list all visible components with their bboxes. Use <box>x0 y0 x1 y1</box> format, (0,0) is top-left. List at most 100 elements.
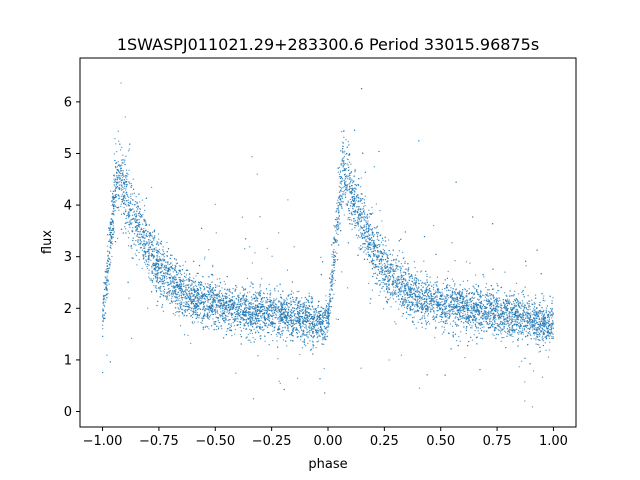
data-point <box>460 305 462 308</box>
data-point <box>118 184 120 186</box>
data-point <box>306 329 308 331</box>
data-point <box>276 335 278 337</box>
data-point <box>281 334 283 336</box>
data-point <box>136 264 138 266</box>
data-point <box>487 315 489 318</box>
data-point <box>378 251 380 253</box>
data-point <box>304 308 307 310</box>
data-point <box>215 307 217 309</box>
data-point <box>178 265 180 267</box>
data-point <box>523 307 525 310</box>
data-point <box>360 245 362 247</box>
data-point <box>134 253 136 255</box>
data-point <box>384 253 386 255</box>
data-point <box>163 291 166 293</box>
data-point <box>216 297 219 299</box>
data-point <box>364 232 367 234</box>
data-point <box>261 301 263 304</box>
data-point <box>347 200 349 202</box>
data-point <box>286 269 289 271</box>
data-point <box>146 265 148 268</box>
data-point <box>463 314 465 317</box>
data-point <box>127 245 130 247</box>
data-point <box>473 334 475 336</box>
data-point <box>140 227 143 229</box>
data-point <box>153 284 155 287</box>
data-point <box>333 249 335 251</box>
data-point <box>386 287 388 289</box>
data-point <box>331 269 333 271</box>
data-point <box>436 281 439 283</box>
data-point <box>197 272 199 275</box>
data-point <box>388 280 391 282</box>
data-point <box>301 335 303 337</box>
data-point <box>510 312 512 314</box>
data-point <box>433 303 435 306</box>
data-point <box>202 318 204 320</box>
data-point <box>435 281 438 283</box>
data-point <box>396 286 399 289</box>
data-point <box>510 316 512 318</box>
data-point <box>161 276 164 278</box>
data-point <box>469 262 471 264</box>
data-point <box>179 285 181 287</box>
data-point <box>254 316 257 319</box>
data-point <box>488 318 491 320</box>
data-point <box>402 265 404 267</box>
data-point <box>309 331 311 333</box>
data-point <box>385 252 387 254</box>
data-point <box>152 278 155 280</box>
data-point <box>285 303 287 305</box>
data-point <box>224 310 226 313</box>
data-point <box>355 211 357 213</box>
data-point <box>437 291 439 293</box>
data-point <box>184 279 186 282</box>
data-point <box>469 327 472 329</box>
data-point <box>206 304 208 306</box>
data-point <box>458 314 461 316</box>
data-point <box>193 300 195 303</box>
data-point <box>423 282 425 284</box>
data-point <box>354 213 357 216</box>
data-point <box>521 338 524 340</box>
data-point <box>102 315 104 317</box>
data-point <box>278 333 280 335</box>
data-point <box>173 300 175 302</box>
data-point <box>295 317 297 319</box>
data-point <box>337 224 340 226</box>
data-point <box>278 331 280 334</box>
data-point <box>142 214 144 216</box>
data-point <box>341 151 344 154</box>
data-point <box>544 336 546 338</box>
data-point <box>485 298 488 300</box>
data-point <box>358 247 360 249</box>
data-point <box>137 236 140 238</box>
data-point <box>208 328 210 330</box>
data-point <box>178 297 180 300</box>
data-point <box>522 305 524 308</box>
data-point <box>525 306 528 309</box>
data-point <box>221 297 223 299</box>
data-point <box>151 267 153 269</box>
data-point <box>415 327 417 329</box>
data-point <box>346 287 349 289</box>
data-point <box>369 228 372 230</box>
data-point <box>218 326 220 328</box>
data-point <box>233 324 236 327</box>
data-point <box>478 319 480 321</box>
data-point <box>371 206 373 209</box>
data-point <box>340 130 343 133</box>
data-point <box>151 235 153 237</box>
data-point <box>229 291 232 293</box>
data-point <box>523 327 525 330</box>
data-point <box>278 306 280 308</box>
data-point <box>544 300 546 302</box>
data-point <box>464 304 467 307</box>
data-point <box>394 281 396 284</box>
data-point <box>392 298 394 300</box>
data-point <box>379 291 382 293</box>
data-point <box>217 295 220 298</box>
data-point <box>474 313 477 316</box>
data-point <box>388 287 390 289</box>
data-point <box>298 300 300 302</box>
